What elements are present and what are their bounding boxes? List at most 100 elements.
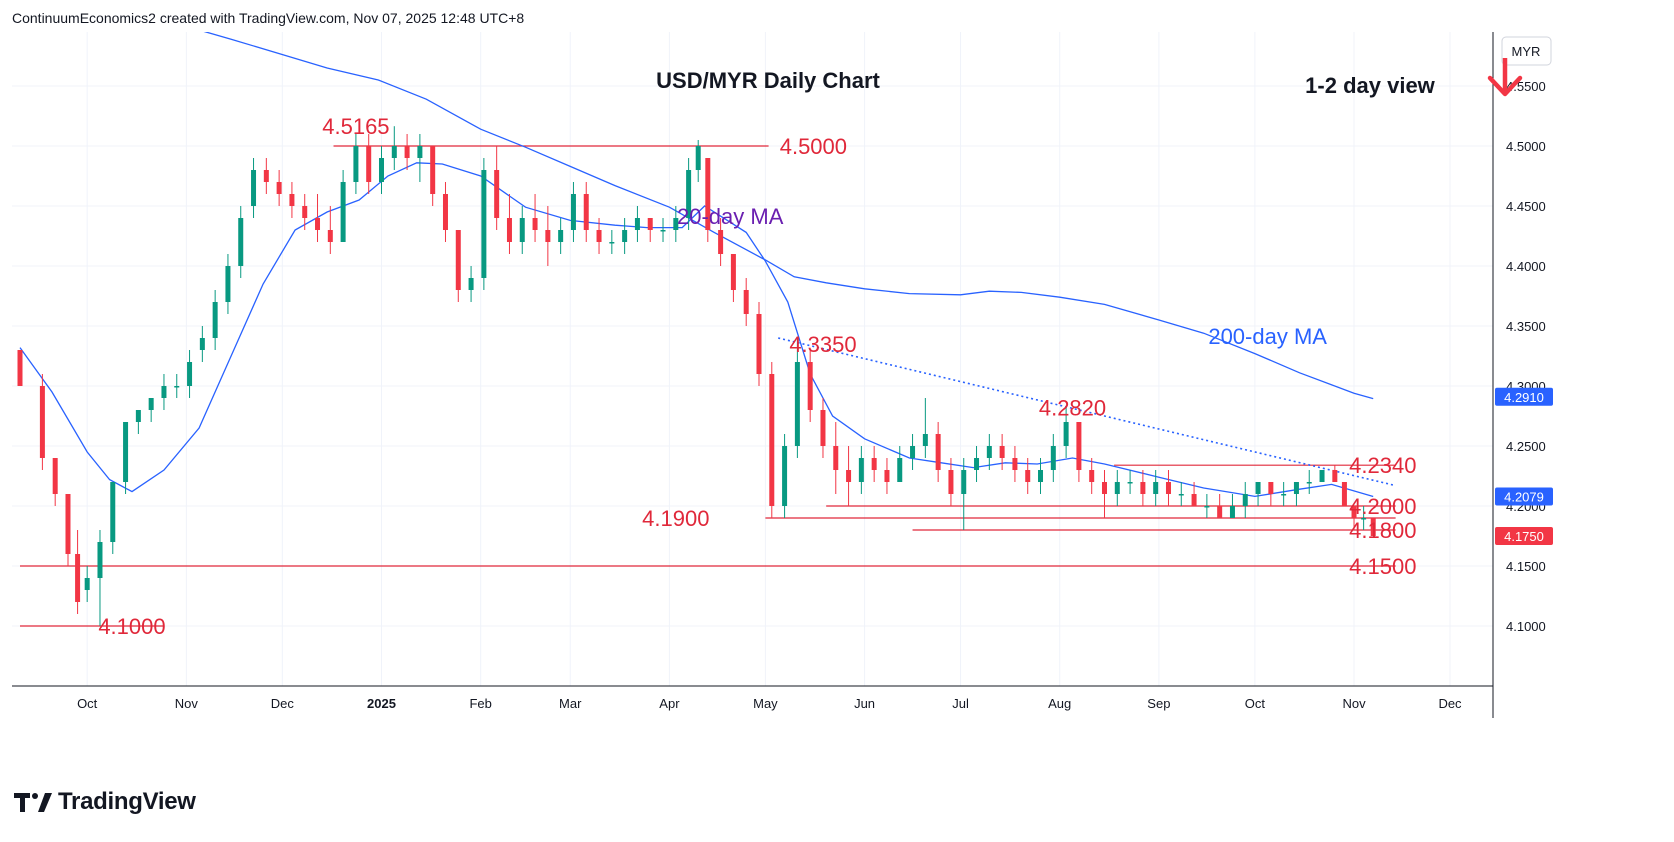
x-tick-label: Jun [854, 696, 875, 711]
candle-body [1178, 494, 1184, 496]
candle-body [833, 446, 839, 470]
candle-body [1140, 482, 1146, 494]
candle [263, 158, 269, 194]
y-tick-label: 4.5000 [1506, 139, 1546, 154]
candle [174, 374, 180, 398]
candle-body [820, 410, 826, 446]
candle [276, 170, 282, 206]
candle-body [807, 362, 813, 410]
candle-body [199, 338, 205, 350]
price-badge: 4.2910 [1495, 387, 1553, 406]
candle [199, 326, 205, 362]
candle [730, 254, 736, 302]
candle [519, 206, 525, 254]
candle-body [634, 218, 640, 230]
candle-body [935, 434, 941, 470]
200-day-ma-line [203, 32, 1374, 400]
candle-body [391, 146, 397, 158]
candle-body [1255, 482, 1261, 494]
x-tick-label: Dec [1438, 696, 1462, 711]
candle [948, 458, 954, 506]
candle [1242, 482, 1248, 518]
annotation-label: 4.1500 [1349, 554, 1416, 579]
candle [961, 458, 967, 530]
candle-body [84, 578, 90, 590]
x-tick-label: Nov [1342, 696, 1366, 711]
candle [1293, 482, 1299, 506]
candle-body [961, 470, 967, 494]
candle-body [417, 146, 423, 158]
candle [148, 398, 154, 422]
x-tick-label: Oct [77, 696, 98, 711]
candle-body [110, 482, 116, 542]
candle-body [705, 158, 711, 230]
x-tick-label: Dec [271, 696, 295, 711]
x-tick-label: Mar [559, 696, 582, 711]
candle-body [506, 218, 512, 242]
candle-body [378, 158, 384, 182]
candle-body [558, 230, 564, 242]
candle-body [65, 494, 71, 554]
candle-body [622, 230, 628, 242]
candle [922, 398, 928, 458]
candle-body [353, 146, 359, 182]
candle [1268, 482, 1274, 506]
candle [545, 206, 551, 266]
candle [1063, 407, 1069, 458]
candle [442, 182, 448, 242]
candle [340, 170, 346, 242]
price-badge-box [1495, 387, 1553, 406]
candle-body [148, 398, 154, 410]
candle [634, 206, 640, 242]
candle [1319, 470, 1325, 482]
x-tick-label: Feb [469, 696, 491, 711]
candle [1114, 470, 1120, 506]
chart-axes: 4.55004.50004.45004.40004.35004.30004.25… [12, 32, 1553, 718]
candle-body [1114, 482, 1120, 494]
candle [123, 422, 129, 494]
candle [52, 458, 58, 506]
x-tick-label: Sep [1147, 696, 1170, 711]
candle [430, 146, 436, 206]
candle [820, 398, 826, 458]
view-label: 1-2 day view [1305, 73, 1436, 98]
candle [1089, 458, 1095, 494]
price-badge-text: 4.2910 [1504, 390, 1544, 405]
currency-label-box [1501, 36, 1552, 66]
candle [238, 206, 244, 278]
candle-body [1089, 470, 1095, 482]
candle-body [263, 170, 269, 182]
annotation-label: 4.2820 [1039, 396, 1106, 421]
candle-body [251, 170, 257, 206]
20-day-ma-line [19, 162, 1374, 498]
candle [315, 194, 321, 242]
x-tick-label: Nov [175, 696, 199, 711]
candle [1050, 434, 1056, 482]
candle [455, 230, 461, 302]
candle-body [494, 170, 500, 218]
candle [833, 422, 839, 494]
candle [17, 350, 23, 386]
candle [871, 446, 877, 482]
candle [695, 140, 701, 182]
candle [756, 302, 762, 386]
candle-body [1361, 518, 1367, 520]
candle [974, 446, 980, 482]
candle [1038, 458, 1044, 494]
candle [910, 434, 916, 470]
annotation-label: 4.1800 [1349, 518, 1416, 543]
candle-body [1281, 494, 1287, 496]
candle [353, 134, 359, 194]
y-tick-label: 4.3500 [1506, 319, 1546, 334]
candle [212, 290, 218, 350]
annotation-label: 4.3350 [789, 332, 856, 357]
chart-title: USD/MYR Daily Chart [656, 68, 880, 93]
candle [97, 530, 103, 626]
candle [583, 182, 589, 242]
annotation-label: 4.2000 [1349, 494, 1416, 519]
candle [660, 218, 666, 242]
annotation-label: 4.1900 [642, 506, 709, 531]
candle-body [730, 254, 736, 290]
annotation-label: 4.5000 [780, 134, 847, 159]
